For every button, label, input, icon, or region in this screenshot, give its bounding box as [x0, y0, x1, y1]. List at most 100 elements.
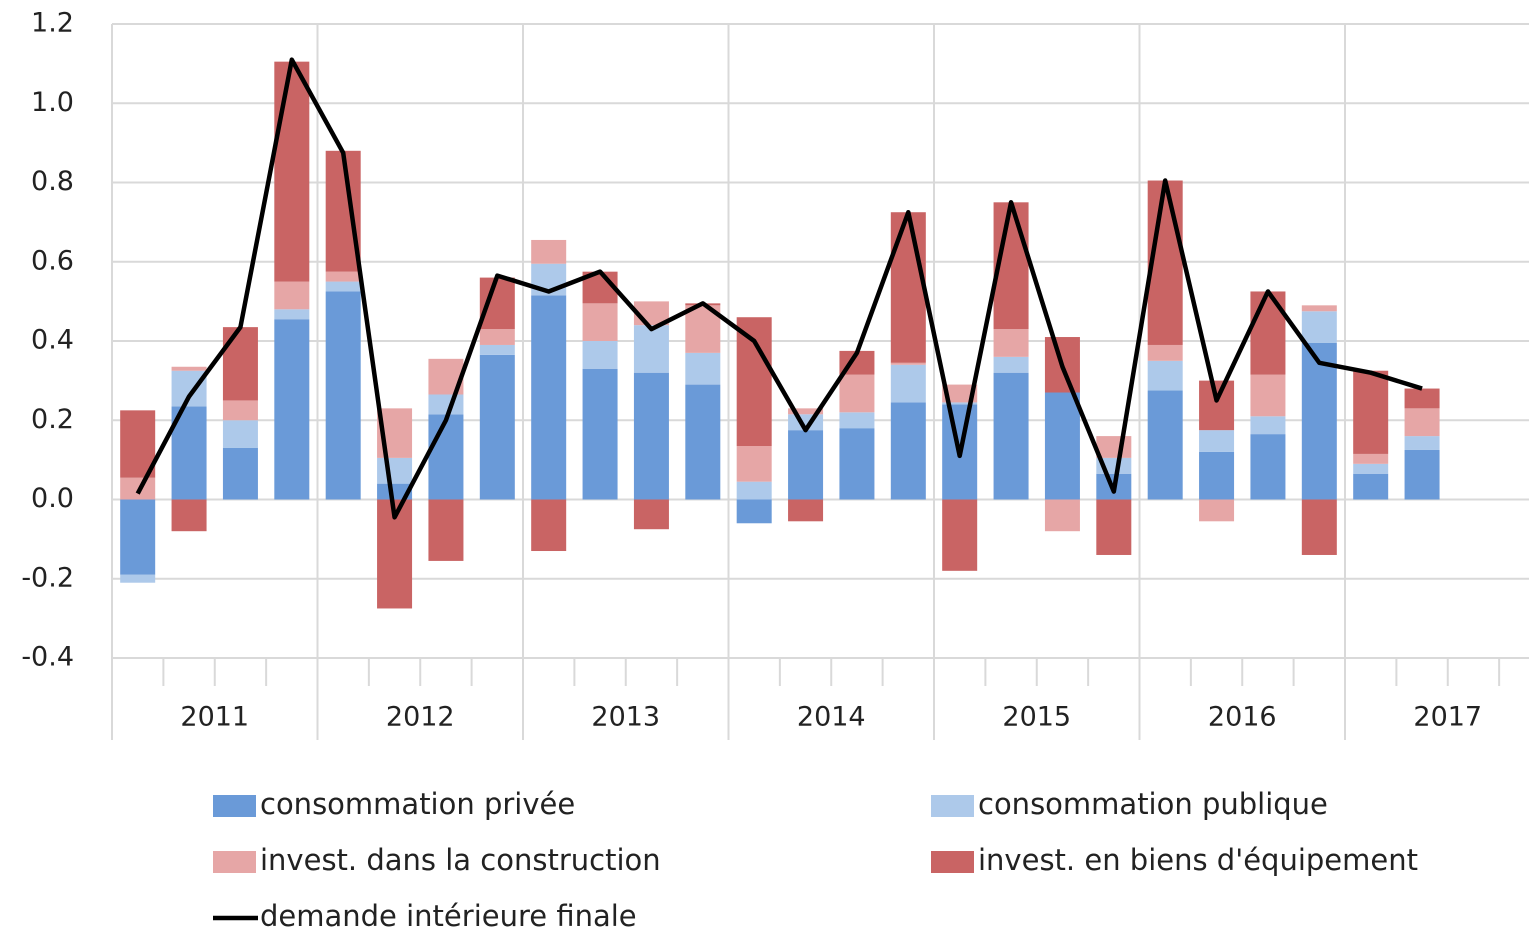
bar-segment: [274, 319, 310, 500]
bar-segment: [120, 499, 156, 575]
bar-segment: [1404, 408, 1440, 437]
bar-segment: [788, 408, 824, 415]
bar-segment: [531, 239, 567, 264]
bar-segment: [428, 394, 464, 415]
year-label: 2014: [797, 702, 866, 733]
bar-segment: [1353, 370, 1389, 454]
bar-segment: [531, 295, 567, 500]
bar-segment: [222, 400, 258, 421]
bar-segment: [171, 499, 207, 532]
legend-swatch: [931, 795, 974, 817]
bar-segment: [274, 61, 310, 282]
bar-segment: [582, 303, 618, 341]
bar-segment: [479, 344, 515, 355]
year-label: 2013: [591, 702, 660, 733]
legend-label: invest. en biens d'équipement: [978, 843, 1418, 877]
y-tick-label: 0.8: [31, 166, 74, 197]
bar-segment: [1199, 451, 1235, 500]
bar-segment: [1147, 344, 1183, 361]
bar-segment: [582, 368, 618, 500]
y-tick-label: 0.0: [31, 483, 74, 514]
bar-segment: [582, 341, 618, 369]
bar-segment: [839, 428, 875, 500]
bar-segment: [325, 281, 361, 292]
bar-segment: [890, 402, 926, 500]
bar-segment: [685, 384, 721, 500]
bar-segment: [479, 277, 515, 330]
bar-segment: [1353, 473, 1389, 500]
bar-segment: [1301, 499, 1337, 555]
bar-segment: [890, 364, 926, 403]
bar-segment: [1147, 390, 1183, 500]
bar-segment: [993, 356, 1029, 373]
bar-segment: [120, 574, 156, 583]
bar-segment: [222, 327, 258, 401]
y-tick-label: 0.4: [31, 325, 74, 356]
bar-segment: [1353, 453, 1389, 464]
bar-segment: [942, 499, 978, 571]
bar-segment: [1301, 305, 1337, 312]
bar-segment: [428, 414, 464, 500]
year-label: 2015: [1002, 702, 1071, 733]
bar-segment: [479, 354, 515, 500]
bar-segment: [890, 212, 926, 363]
bar-segment: [1250, 374, 1286, 417]
bar-segment: [1044, 499, 1080, 532]
bar-segment: [890, 362, 926, 365]
bar-segment: [1096, 499, 1132, 555]
bar-segment: [377, 457, 413, 484]
bar-segment: [633, 325, 669, 373]
bar-segment: [839, 374, 875, 413]
bar-segment: [1301, 311, 1337, 343]
bar-segment: [788, 430, 824, 500]
bar-segment: [1353, 463, 1389, 474]
bar-segment: [839, 412, 875, 429]
bar-segment: [120, 410, 156, 478]
year-label: 2016: [1208, 702, 1277, 733]
bar-segment: [788, 499, 824, 522]
bar-segment: [993, 372, 1029, 500]
bar-segment: [120, 477, 156, 500]
year-label: 2012: [386, 702, 455, 733]
year-label: 2017: [1413, 702, 1482, 733]
bar-segment: [942, 384, 978, 403]
legend-label: consommation privée: [260, 787, 575, 821]
bar-segment: [274, 281, 310, 310]
bar-segment: [1250, 416, 1286, 435]
bar-segment: [633, 499, 669, 530]
legend-swatch: [931, 851, 974, 873]
bar-segment: [1096, 436, 1132, 458]
bar-segment: [325, 291, 361, 500]
legend-swatch: [213, 795, 256, 817]
bar-segment: [736, 481, 772, 500]
bar-segment: [1404, 449, 1440, 500]
year-label: 2011: [180, 702, 249, 733]
bar-segment: [1199, 499, 1235, 522]
legend-swatch: [213, 851, 256, 873]
y-tick-label: 1.2: [31, 8, 74, 39]
bar-segment: [942, 402, 978, 405]
y-tick-label: 1.0: [31, 87, 74, 118]
bar-segment: [736, 499, 772, 524]
bar-segment: [325, 271, 361, 282]
bar-segment: [1250, 291, 1286, 375]
bar-segment: [633, 372, 669, 500]
bar-segment: [736, 317, 772, 447]
bar-segment: [1404, 436, 1440, 450]
bar-segment: [1199, 430, 1235, 452]
line: [135, 57, 1423, 520]
bar-segment: [1301, 342, 1337, 500]
bar-segment: [479, 329, 515, 345]
bar-segment: [531, 499, 567, 552]
bar-segment: [1199, 380, 1235, 431]
bar-segment: [171, 366, 207, 371]
bar-segment: [685, 352, 721, 385]
legend-label: consommation publique: [978, 787, 1328, 821]
bar-segment: [377, 483, 413, 500]
legend-label: demande intérieure finale: [260, 899, 637, 933]
bar-segment: [1147, 360, 1183, 391]
y-tick-label: 0.6: [31, 245, 74, 276]
bar-segment: [736, 446, 772, 482]
bar-segment: [222, 447, 258, 500]
